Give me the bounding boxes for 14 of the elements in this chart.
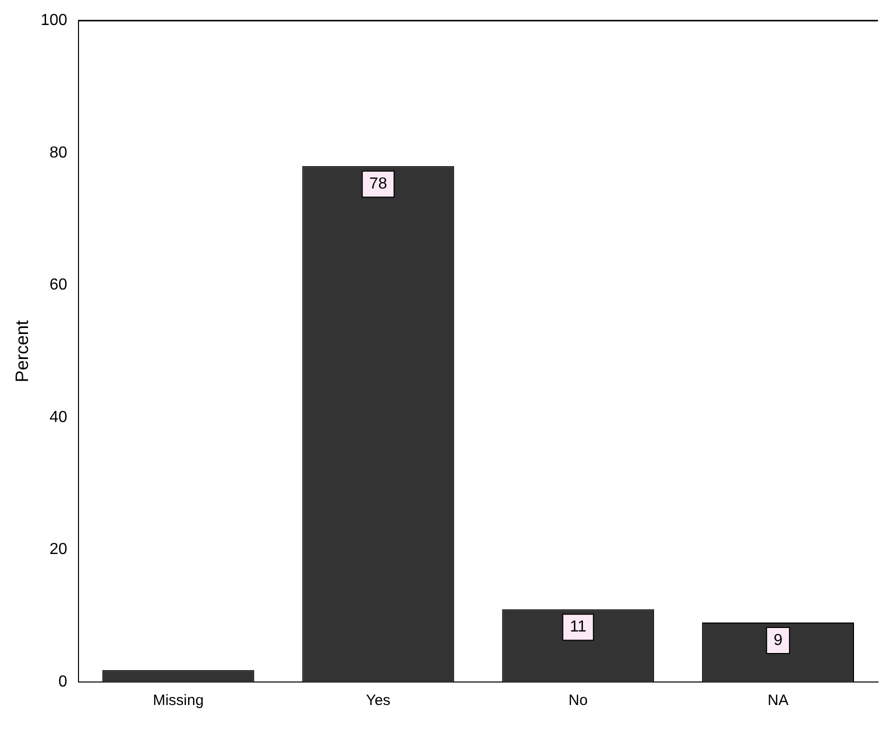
data-label: 11 [570,618,587,636]
y-tick-label: 100 [40,12,68,30]
y-tick-label: 80 [50,144,68,162]
y-tick-label: 0 [58,673,68,690]
data-label: 78 [369,176,388,193]
y-tick-label: 20 [50,541,68,558]
y-tick-label: 40 [50,408,68,426]
x-tick-label: NA [768,692,788,710]
data-label: 9 [774,632,783,649]
x-tick-label: Missing [152,692,204,710]
y-tick-label: 60 [50,276,68,294]
x-tick-label: No [568,692,588,710]
x-tick-label: Yes [366,692,390,710]
y-axis-title: Percent [12,320,32,382]
